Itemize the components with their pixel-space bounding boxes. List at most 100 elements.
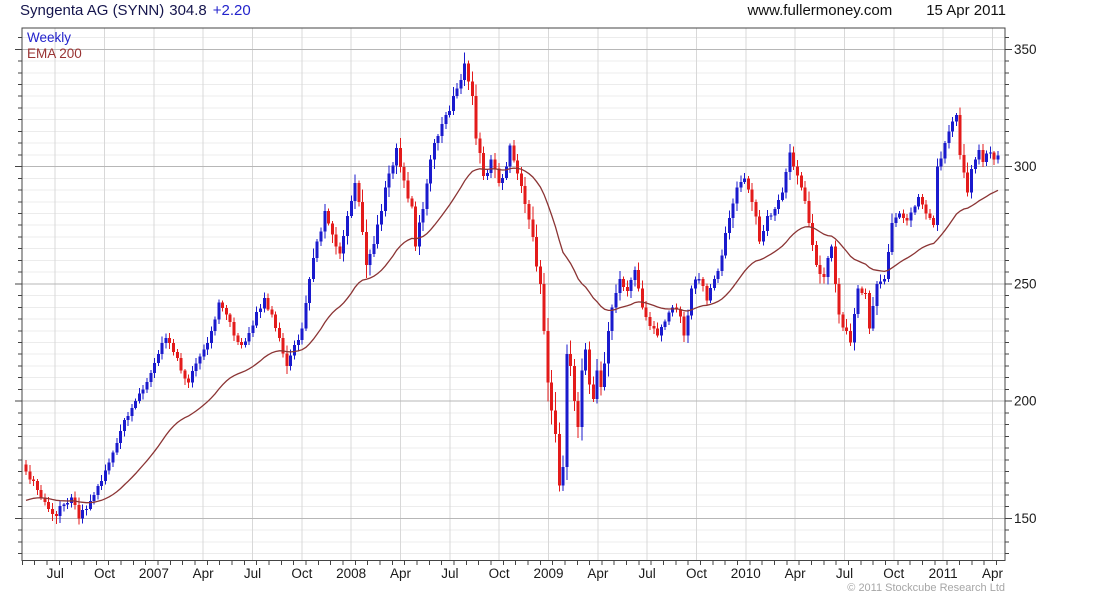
candle-body — [334, 234, 338, 247]
x-axis-label: 2008 — [336, 566, 366, 581]
candle-body — [330, 223, 334, 235]
candle-body — [962, 154, 966, 173]
candle-body — [251, 325, 255, 334]
candle-body — [864, 292, 868, 295]
candle-body — [54, 513, 58, 517]
legend-weekly: Weekly — [27, 30, 72, 45]
candle-body — [156, 354, 160, 364]
candle-body — [833, 246, 837, 284]
candle-body — [951, 121, 955, 132]
candle-body — [773, 208, 777, 216]
candle-body — [213, 319, 217, 331]
candle-body — [372, 243, 376, 255]
candle-body — [928, 213, 932, 219]
x-axis-label: 2009 — [533, 566, 563, 581]
candle-body — [395, 147, 399, 166]
candle-body — [648, 317, 652, 327]
candle-body — [830, 246, 834, 259]
candle-body — [206, 343, 210, 350]
candle-body — [130, 407, 134, 417]
candle-body — [841, 314, 845, 328]
candle-body — [236, 335, 240, 343]
candle-body — [924, 204, 928, 214]
candle-body — [35, 480, 39, 491]
candle-body — [871, 306, 875, 329]
candle-body — [171, 342, 175, 352]
candle-body — [981, 150, 985, 162]
candle-body — [527, 204, 531, 220]
candle-body — [788, 152, 792, 173]
candle-body — [436, 136, 440, 143]
candle-body — [557, 433, 561, 486]
candle-body — [746, 178, 750, 190]
candle-body — [493, 159, 497, 169]
candle-body — [731, 203, 735, 219]
candle-body — [758, 216, 762, 242]
candle-body — [939, 158, 943, 167]
candle-body — [342, 235, 346, 254]
candle-body — [380, 211, 384, 225]
candle-body — [603, 363, 607, 388]
candle-body — [886, 251, 890, 280]
candle-body — [538, 266, 542, 284]
y-axis-label: 300 — [1014, 159, 1037, 174]
candle-body — [179, 357, 183, 371]
candle-body — [588, 349, 592, 385]
candle-body — [761, 230, 765, 242]
candle-body — [508, 145, 512, 167]
candle-body — [822, 274, 826, 277]
candle-body — [489, 159, 493, 173]
candle-body — [614, 292, 618, 308]
candle-body — [803, 187, 807, 201]
candle-body — [383, 187, 387, 212]
candle-body — [644, 307, 648, 318]
candle-body — [663, 321, 667, 328]
candle-body — [153, 363, 157, 373]
candle-body — [281, 337, 285, 354]
candle-body — [932, 218, 936, 226]
candle-body — [792, 152, 796, 167]
candle-body — [606, 330, 610, 364]
candle-body — [920, 197, 924, 205]
candle-body — [542, 283, 546, 331]
candle-body — [107, 462, 111, 471]
candle-body — [103, 470, 107, 481]
candle-body — [985, 153, 989, 162]
candle-body — [705, 286, 709, 301]
candle-body — [190, 370, 194, 383]
candle-body — [164, 337, 168, 343]
grid-layer — [22, 28, 1005, 561]
candle-body — [765, 215, 769, 231]
candle-body — [671, 307, 675, 313]
candle-body — [814, 244, 818, 266]
candle-body — [988, 152, 992, 154]
candle-body — [32, 479, 36, 481]
candle-body — [62, 504, 66, 507]
candle-body — [497, 168, 501, 183]
y-axis-label: 200 — [1014, 394, 1037, 409]
candle-body — [145, 381, 149, 390]
candle-body — [296, 340, 300, 345]
candle-body — [224, 308, 228, 315]
candle-body — [780, 192, 784, 200]
candle-body — [720, 255, 724, 272]
candle-body — [289, 355, 293, 366]
candle-body — [750, 189, 754, 202]
candle-body — [266, 297, 270, 310]
candle-body — [966, 172, 970, 193]
candle-body — [996, 155, 1000, 160]
candle-body — [134, 401, 138, 408]
candle-body — [576, 401, 580, 427]
candle-body — [535, 236, 539, 267]
website-label: www.fullermoney.com — [747, 2, 893, 19]
candle-body — [304, 302, 308, 329]
candle-body — [595, 370, 599, 399]
candle-body — [580, 370, 584, 427]
candle-body — [682, 316, 686, 336]
candle-body — [274, 314, 278, 329]
y-axis-label: 150 — [1014, 511, 1037, 526]
candle-body — [905, 217, 909, 221]
candle-body — [391, 165, 395, 174]
candle-body — [584, 349, 588, 371]
